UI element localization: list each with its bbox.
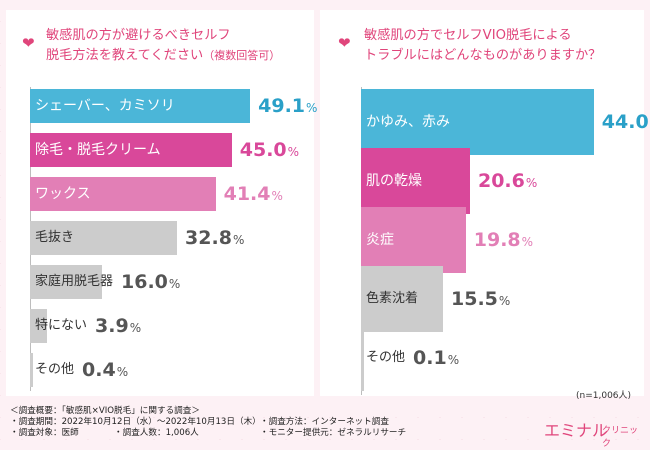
bar-label: その他	[35, 362, 75, 377]
value-unit: %	[116, 365, 129, 379]
bar-label: 肌の乾燥	[366, 173, 422, 189]
right-chart-panel: ❤ 敏感肌の方でセルフVIO脱毛による トラブルにはどんなものがありますか？ か…	[320, 10, 650, 396]
value-label: 32.8%	[185, 221, 244, 257]
bar-label: 家庭用脱毛器	[35, 274, 114, 289]
bar-label: 除毛・脱毛クリーム	[35, 142, 161, 158]
right-chart-title: 敏感肌の方でセルフVIO脱毛による トラブルにはどんなものがありますか？	[364, 26, 601, 66]
clinic-logo: エミナル クリニック	[544, 412, 644, 449]
value-label: 44.0%	[602, 89, 650, 157]
survey-period: ・調査期間：2022年10月12日（水）～2022年10月13日（木）	[10, 417, 261, 427]
bar-4	[361, 325, 364, 391]
value-number: 41.4	[223, 183, 271, 205]
survey-method: ・調査方法：インターネット調査	[260, 417, 389, 427]
bar-label: ワックス	[35, 186, 91, 202]
value-label: 15.5%	[451, 266, 510, 334]
value-number: 3.9	[95, 315, 129, 337]
value-label: 41.4%	[224, 177, 283, 213]
heart-icon: ❤	[22, 34, 35, 52]
value-unit: %	[129, 321, 142, 335]
bar-5	[30, 309, 48, 343]
bar-label: 炎症	[366, 232, 394, 248]
bar-3	[361, 266, 443, 332]
value-unit: %	[271, 189, 283, 203]
value-number: 32.8	[185, 227, 232, 249]
bar-label: 毛抜き	[35, 230, 75, 245]
value-unit: %	[521, 235, 534, 249]
value-label: 20.6%	[478, 148, 537, 216]
bar-0	[361, 89, 594, 155]
logo-main-text: エミナル	[544, 421, 609, 440]
value-number: 15.5	[451, 288, 498, 310]
survey-provider: ・モニター提供元：ゼネラルリサーチ	[260, 428, 407, 438]
heart-icon: ❤	[338, 34, 351, 52]
right-title-line1: 敏感肌の方でセルフVIO脱毛による	[364, 28, 572, 43]
bar-4	[30, 265, 102, 299]
value-number: 49.1	[258, 95, 306, 117]
bar-label: 色素沈着	[366, 291, 419, 306]
survey-target: ・調査対象：医師	[10, 428, 79, 438]
value-number: 19.8	[473, 229, 521, 251]
bar-3	[30, 221, 178, 255]
bar-1	[361, 148, 470, 214]
survey-count: ・調査人数：1,006人	[114, 428, 199, 438]
value-label: 49.1%	[258, 89, 317, 125]
value-unit: %	[498, 294, 511, 308]
bar-label: シェーバー、カミソリ	[35, 98, 175, 114]
bar-2	[361, 207, 466, 273]
survey-heading: ＜調査概要：「敏感肌×VIO脱毛」に関する調査＞	[10, 406, 200, 416]
value-label: 0.4%	[82, 353, 128, 389]
bar-label: その他	[366, 350, 406, 365]
value-number: 0.4	[82, 359, 116, 381]
value-label: 16.0%	[121, 265, 180, 301]
bar-0	[30, 89, 251, 123]
value-unit: %	[306, 101, 318, 115]
value-number: 0.1	[413, 347, 447, 369]
value-label: 19.8%	[474, 207, 533, 275]
value-unit: %	[287, 145, 300, 159]
left-chart-panel: ❤ 敏感肌の方が避けるべきセルフ 脱毛方法を教えてください（複数回答可） シェー…	[6, 10, 317, 396]
left-chart-title: 敏感肌の方が避けるべきセルフ 脱毛方法を教えてください（複数回答可）	[46, 26, 280, 66]
bar-1	[30, 133, 232, 167]
value-unit: %	[447, 353, 460, 367]
bar-label: 特にない	[35, 318, 88, 333]
bar-2	[30, 177, 216, 211]
sample-size-label: (n=1,006人)	[576, 391, 632, 401]
bar-6	[30, 353, 33, 387]
value-label: 0.1%	[413, 325, 459, 393]
right-title-line2: トラブルにはどんなものがありますか？	[364, 48, 602, 63]
logo-sub-text: クリニック	[602, 426, 639, 449]
value-label: 45.0%	[240, 133, 299, 169]
value-unit: %	[168, 277, 181, 291]
value-label: 3.9%	[95, 309, 141, 345]
bar-label: かゆみ、赤み	[366, 114, 450, 130]
value-number: 16.0	[121, 271, 168, 293]
left-title-line1: 敏感肌の方が避けるべきセルフ	[46, 28, 231, 43]
value-number: 45.0	[239, 139, 287, 161]
value-number: 20.6	[477, 170, 525, 192]
left-title-line2: 脱毛方法を教えてください	[46, 48, 204, 63]
left-title-note: （複数回答可）	[203, 49, 281, 62]
value-unit: %	[525, 176, 538, 190]
value-unit: %	[232, 233, 245, 247]
value-number: 44.0	[601, 111, 649, 133]
